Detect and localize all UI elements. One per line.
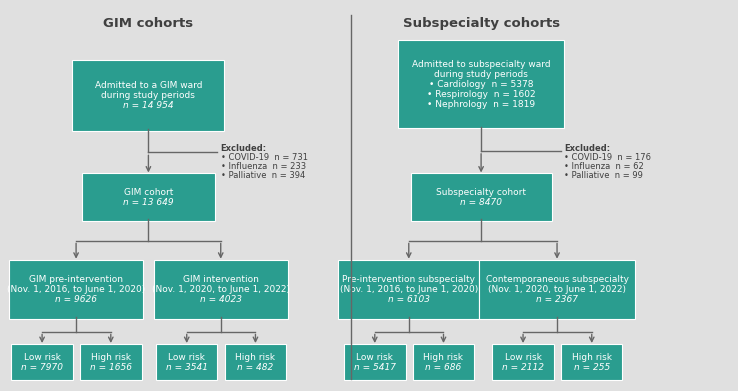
Text: (Nov. 1, 2016, to June 1, 2020): (Nov. 1, 2016, to June 1, 2020) (339, 285, 478, 294)
Text: n = 4023: n = 4023 (200, 295, 242, 304)
FancyBboxPatch shape (72, 61, 224, 131)
FancyBboxPatch shape (224, 344, 286, 380)
Text: • Palliative  n = 99: • Palliative n = 99 (565, 171, 643, 180)
FancyBboxPatch shape (338, 260, 479, 319)
Text: High risk: High risk (424, 353, 463, 362)
Text: n = 14 954: n = 14 954 (123, 101, 173, 110)
Text: • COVID-19  n = 176: • COVID-19 n = 176 (565, 153, 651, 162)
Text: GIM cohort: GIM cohort (124, 188, 173, 197)
Text: n = 9626: n = 9626 (55, 295, 97, 304)
FancyBboxPatch shape (492, 344, 554, 380)
Text: Admitted to a GIM ward: Admitted to a GIM ward (94, 81, 202, 90)
Text: • Palliative  n = 394: • Palliative n = 394 (221, 171, 305, 180)
Text: n = 8470: n = 8470 (460, 198, 502, 207)
FancyBboxPatch shape (11, 344, 73, 380)
Text: Admitted to subspecialty ward: Admitted to subspecialty ward (412, 60, 551, 69)
Text: Excluded:: Excluded: (221, 144, 267, 153)
Text: • COVID-19  n = 731: • COVID-19 n = 731 (221, 153, 308, 162)
Text: Subspecialty cohorts: Subspecialty cohorts (402, 17, 559, 30)
Text: • Respirology  n = 1602: • Respirology n = 1602 (427, 90, 535, 99)
Text: (Nov. 1, 2020, to June 1, 2022): (Nov. 1, 2020, to June 1, 2022) (152, 285, 290, 294)
Text: n = 6103: n = 6103 (387, 295, 430, 304)
FancyBboxPatch shape (154, 260, 288, 319)
Text: (Nov. 1, 2016, to June 1, 2020): (Nov. 1, 2016, to June 1, 2020) (7, 285, 145, 294)
FancyBboxPatch shape (398, 40, 565, 128)
Text: High risk: High risk (572, 353, 612, 362)
Text: Low risk: Low risk (505, 353, 542, 362)
Text: GIM pre-intervention: GIM pre-intervention (29, 275, 123, 284)
Text: Low risk: Low risk (24, 353, 61, 362)
FancyBboxPatch shape (413, 344, 475, 380)
Text: n = 686: n = 686 (425, 362, 461, 371)
Text: Low risk: Low risk (356, 353, 393, 362)
Text: n = 13 649: n = 13 649 (123, 198, 173, 207)
Text: n = 7970: n = 7970 (21, 362, 63, 371)
FancyBboxPatch shape (410, 174, 551, 221)
Text: n = 2112: n = 2112 (502, 362, 544, 371)
FancyBboxPatch shape (344, 344, 405, 380)
Text: High risk: High risk (91, 353, 131, 362)
FancyBboxPatch shape (479, 260, 635, 319)
Text: n = 3541: n = 3541 (166, 362, 207, 371)
Text: n = 1656: n = 1656 (90, 362, 132, 371)
Text: • Cardiology  n = 5378: • Cardiology n = 5378 (429, 80, 534, 89)
Text: GIM cohorts: GIM cohorts (103, 17, 193, 30)
Text: (Nov. 1, 2020, to June 1, 2022): (Nov. 1, 2020, to June 1, 2022) (488, 285, 626, 294)
Text: n = 5417: n = 5417 (354, 362, 396, 371)
Text: n = 2367: n = 2367 (536, 295, 578, 304)
Text: Contemporaneous subspecialty: Contemporaneous subspecialty (486, 275, 629, 284)
FancyBboxPatch shape (81, 174, 215, 221)
Text: Low risk: Low risk (168, 353, 205, 362)
Text: • Nephrology  n = 1819: • Nephrology n = 1819 (427, 100, 535, 109)
FancyBboxPatch shape (561, 344, 622, 380)
FancyBboxPatch shape (80, 344, 142, 380)
Text: GIM intervention: GIM intervention (183, 275, 259, 284)
Text: Excluded:: Excluded: (565, 144, 610, 153)
Text: Subspecialty cohort: Subspecialty cohort (436, 188, 526, 197)
FancyBboxPatch shape (156, 344, 218, 380)
Text: during study periods: during study periods (101, 91, 196, 100)
FancyBboxPatch shape (9, 260, 143, 319)
Text: n = 482: n = 482 (238, 362, 274, 371)
Text: n = 255: n = 255 (573, 362, 610, 371)
Text: during study periods: during study periods (434, 70, 528, 79)
Text: Pre-intervention subspecialty: Pre-intervention subspecialty (342, 275, 475, 284)
Text: • Influenza  n = 233: • Influenza n = 233 (221, 162, 306, 171)
Text: • Influenza  n = 62: • Influenza n = 62 (565, 162, 644, 171)
Text: High risk: High risk (235, 353, 275, 362)
